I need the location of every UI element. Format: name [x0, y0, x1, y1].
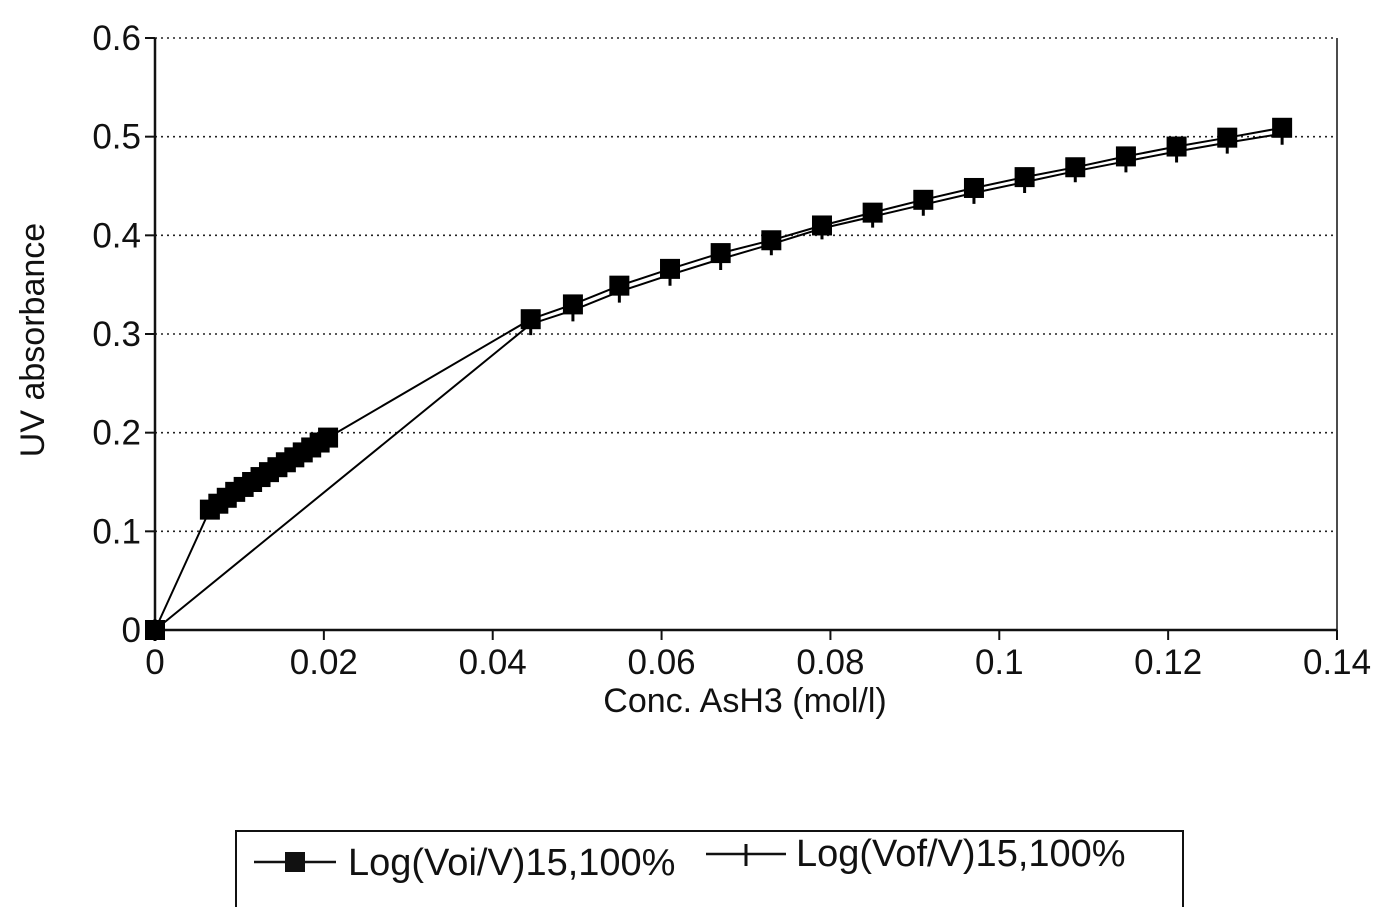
series-2-point-10 [968, 181, 979, 204]
legend-item-series-2: Log(Vof/V)15,100% [706, 833, 1126, 875]
y-tick-label-1: 0.1 [92, 512, 141, 551]
series-line-2 [154, 132, 1283, 631]
legend-box [235, 830, 1184, 907]
y-tick-label-5: 0.5 [92, 118, 141, 157]
series-2-point-13 [1120, 150, 1131, 173]
series-2-point-9 [918, 193, 929, 216]
grid-layer [155, 37, 1337, 533]
square-marker-icon [285, 852, 305, 872]
series-1-point-15 [318, 427, 339, 448]
y-axis-title: UV absorbance [14, 223, 52, 457]
series-line-1 [154, 126, 1283, 631]
legend: Log(Voi/V)15,100% Log(Vof/V)15,100% [235, 830, 1184, 907]
legend-label-series-1: Log(Voi/V)15,100% [348, 842, 675, 884]
legend-label-series-2: Log(Vof/V)15,100% [796, 833, 1126, 875]
series-2-point-7 [816, 217, 827, 240]
series-2-point-8 [867, 205, 878, 228]
legend-item-series-1: Log(Voi/V)15,100% [254, 842, 675, 884]
series-2-point-1 [525, 313, 536, 336]
y-tick-label-2: 0.2 [92, 414, 141, 453]
x-axis-title: Conc. AsH3 (mol/l) [603, 682, 886, 720]
series-2-point-11 [1019, 171, 1030, 194]
x-tick-label-3: 0.06 [628, 643, 696, 682]
series-layer [145, 117, 1293, 641]
x-tick-label-6: 0.12 [1134, 643, 1202, 682]
x-tick-label-7: 0.14 [1303, 643, 1371, 682]
x-tick-label-4: 0.08 [796, 643, 864, 682]
x-tick-label-1: 0.02 [290, 643, 358, 682]
series-2-point-2 [567, 299, 578, 322]
series-2-point-3 [614, 280, 625, 303]
axes-layer: 0 0.1 0.2 0.3 0.4 0.5 0.6 0 0.02 0.04 0.06 0.08 0.1 0… [92, 19, 1371, 682]
series-2-point-16 [1277, 122, 1288, 145]
y-tick-label-4: 0.4 [92, 216, 141, 255]
series-2-point-4 [665, 263, 676, 286]
y-tick-label-3: 0.3 [92, 315, 141, 354]
series-2-point-14 [1171, 140, 1182, 163]
series-2-point-6 [766, 233, 777, 256]
series-2-point-5 [715, 248, 726, 271]
x-tick-label-2: 0.04 [459, 643, 527, 682]
y-tick-label-6: 0.6 [92, 19, 141, 58]
x-tick-label-0: 0 [145, 643, 164, 682]
x-tick-label-5: 0.1 [975, 643, 1024, 682]
y-tick-label-0: 0 [122, 611, 141, 650]
series-2-point-15 [1222, 131, 1233, 154]
series-2-point-0 [150, 619, 160, 641]
series-2-point-12 [1070, 160, 1081, 183]
